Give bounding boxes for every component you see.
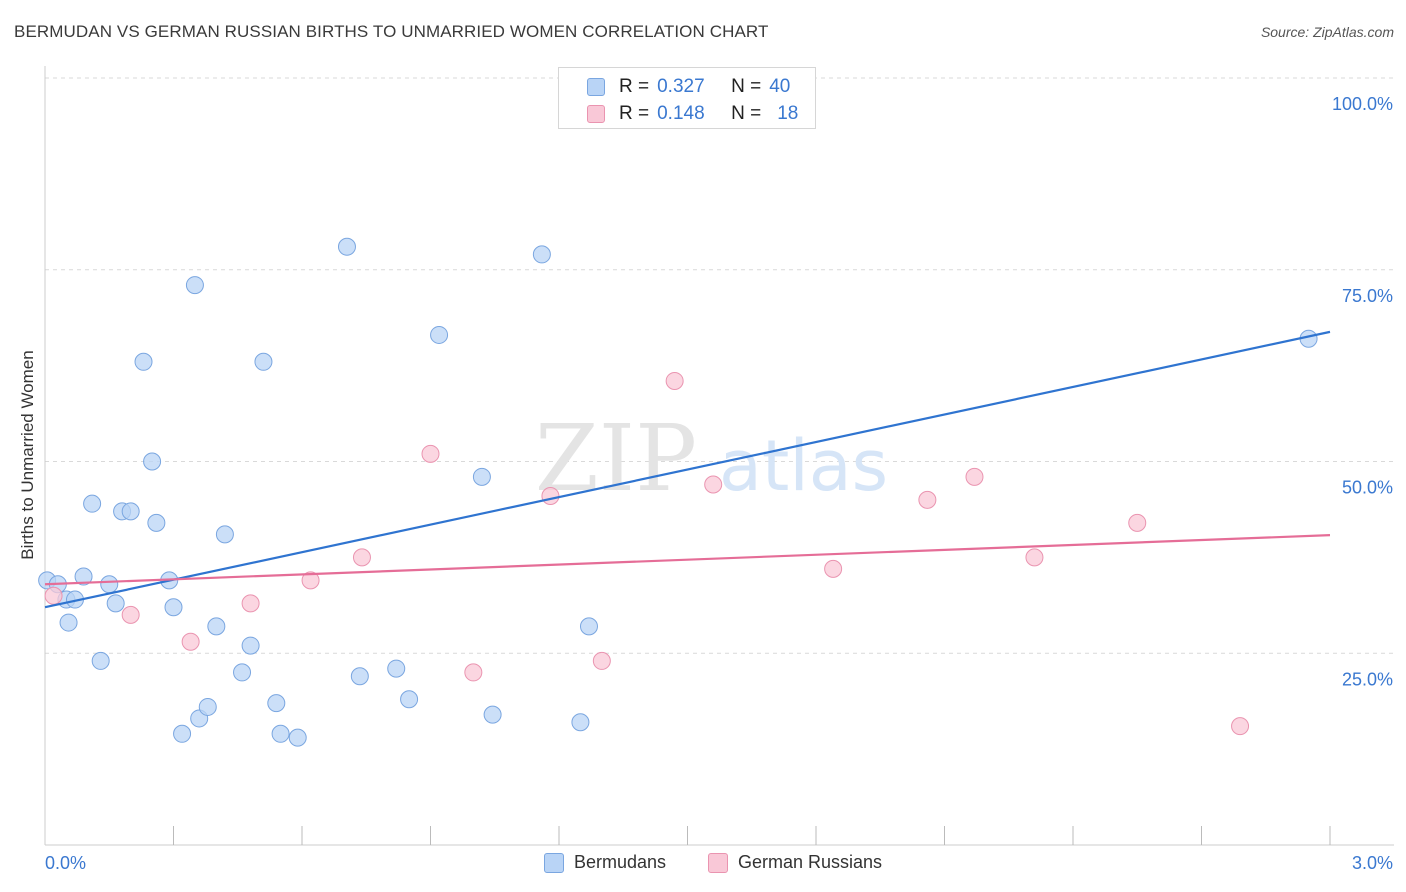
german-russians-swatch (587, 105, 605, 123)
bermudans-legend-swatch (544, 852, 564, 873)
bermudans-point[interactable] (430, 325, 449, 344)
german-russians-point[interactable] (824, 559, 843, 578)
watermark-atlas: atlas (719, 425, 888, 507)
legend-item-bermudans[interactable]: Bermudans (544, 852, 666, 873)
y-tick-label: 75.0% (1342, 286, 1393, 306)
german-russians-trend-line (44, 534, 1331, 586)
tick-label-layer: 100.0% 75.0% 50.0% 25.0% 0.0% 3.0% (45, 94, 1393, 873)
legend-r-label: R = (619, 76, 650, 97)
x-tick-label: 0.0% (45, 853, 86, 873)
legend-n-value: 18 (777, 103, 799, 124)
bermudans-point[interactable] (215, 525, 234, 544)
german-russians-point[interactable] (918, 490, 937, 509)
bermudans-swatch (587, 78, 605, 96)
series-legend: Bermudans German Russians (0, 852, 1406, 876)
german-russians-point[interactable] (1025, 548, 1044, 567)
german-russians-point[interactable] (541, 487, 560, 506)
bermudans-point[interactable] (143, 452, 162, 471)
legend-row-german-russians: R = 0.148 N = 18 (559, 101, 798, 127)
german-russians-point[interactable] (44, 586, 63, 605)
legend-item-label: Bermudans (574, 852, 667, 872)
bermudans-point[interactable] (400, 690, 419, 709)
bermudans-point[interactable] (91, 651, 110, 670)
bermudans-point[interactable] (483, 705, 502, 724)
german-russians-point[interactable] (241, 594, 260, 613)
bermudans-point[interactable] (350, 667, 369, 686)
bermudans-point[interactable] (472, 467, 491, 486)
bermudans-trend-line (44, 330, 1331, 609)
german-russians-point[interactable] (181, 632, 200, 651)
bermudans-point[interactable] (83, 494, 102, 513)
watermark: ZIP atlas (535, 405, 888, 512)
german-russians-point[interactable] (592, 651, 611, 670)
bermudans-point[interactable] (173, 724, 192, 743)
legend-r-label: R = (619, 103, 650, 124)
bermudans-point[interactable] (241, 636, 260, 655)
bermudans-point[interactable] (267, 694, 286, 713)
y-tick-label: 100.0% (1332, 94, 1393, 114)
bermudans-point[interactable] (207, 617, 226, 636)
bermudans-point[interactable] (387, 659, 406, 678)
grid-layer (45, 77, 1394, 654)
bermudans-point[interactable] (288, 728, 307, 747)
bermudans-point[interactable] (100, 575, 119, 594)
german-russians-point[interactable] (1231, 717, 1250, 736)
legend-r-value: 0.327 (657, 76, 705, 97)
legend-n-label: N = (731, 103, 762, 124)
legend-n-value: 40 (769, 76, 791, 97)
german-russians-point[interactable] (301, 571, 320, 590)
bermudans-point[interactable] (271, 724, 290, 743)
legend-row-bermudans: R = 0.327 N = 40 (559, 74, 790, 100)
source-credit: Source: ZipAtlas.com (1260, 24, 1394, 40)
x-tick-label: 3.0% (1352, 853, 1393, 873)
legend-item-german-russians[interactable]: German Russians (708, 852, 882, 873)
german-russians-point[interactable] (121, 605, 140, 624)
watermark-zip: ZIP (535, 405, 697, 512)
y-tick-label: 50.0% (1342, 478, 1393, 498)
bermudans-point[interactable] (337, 237, 356, 256)
german-russians-point[interactable] (965, 467, 984, 486)
bermudans-point[interactable] (147, 513, 166, 532)
bermudans-point[interactable] (134, 352, 153, 371)
axis-layer (44, 66, 1394, 846)
german-russians-point[interactable] (1128, 513, 1147, 532)
bermudans-point[interactable] (121, 502, 140, 521)
bermudans-point[interactable] (164, 598, 183, 617)
points-layer (38, 237, 1318, 747)
german-russians-point[interactable] (421, 444, 440, 463)
bermudans-point[interactable] (74, 567, 93, 586)
bermudans-point[interactable] (198, 697, 217, 716)
bermudans-point[interactable] (59, 613, 78, 632)
german-russians-point[interactable] (704, 475, 723, 494)
german-russians-legend-swatch (708, 852, 728, 873)
legend-r-value: 0.148 (657, 103, 705, 124)
bermudans-point[interactable] (571, 713, 590, 732)
bermudans-point[interactable] (106, 594, 125, 613)
bermudans-point[interactable] (532, 245, 551, 264)
legend-n-label: N = (731, 76, 762, 97)
correlation-legend: R = 0.327 N = 40 R = 0.148 N = 18 (558, 67, 816, 129)
german-russians-point[interactable] (464, 663, 483, 682)
german-russians-point[interactable] (352, 548, 371, 567)
bermudans-point[interactable] (233, 663, 252, 682)
bermudans-point[interactable] (579, 617, 598, 636)
german-russians-point[interactable] (665, 371, 684, 390)
trend-layer (44, 330, 1331, 609)
legend-item-label: German Russians (738, 852, 883, 872)
bermudans-point[interactable] (254, 352, 273, 371)
bermudans-point[interactable] (185, 276, 204, 295)
chart-title: BERMUDAN VS GERMAN RUSSIAN BIRTHS TO UNM… (14, 22, 769, 41)
y-tick-label: 25.0% (1342, 669, 1393, 689)
